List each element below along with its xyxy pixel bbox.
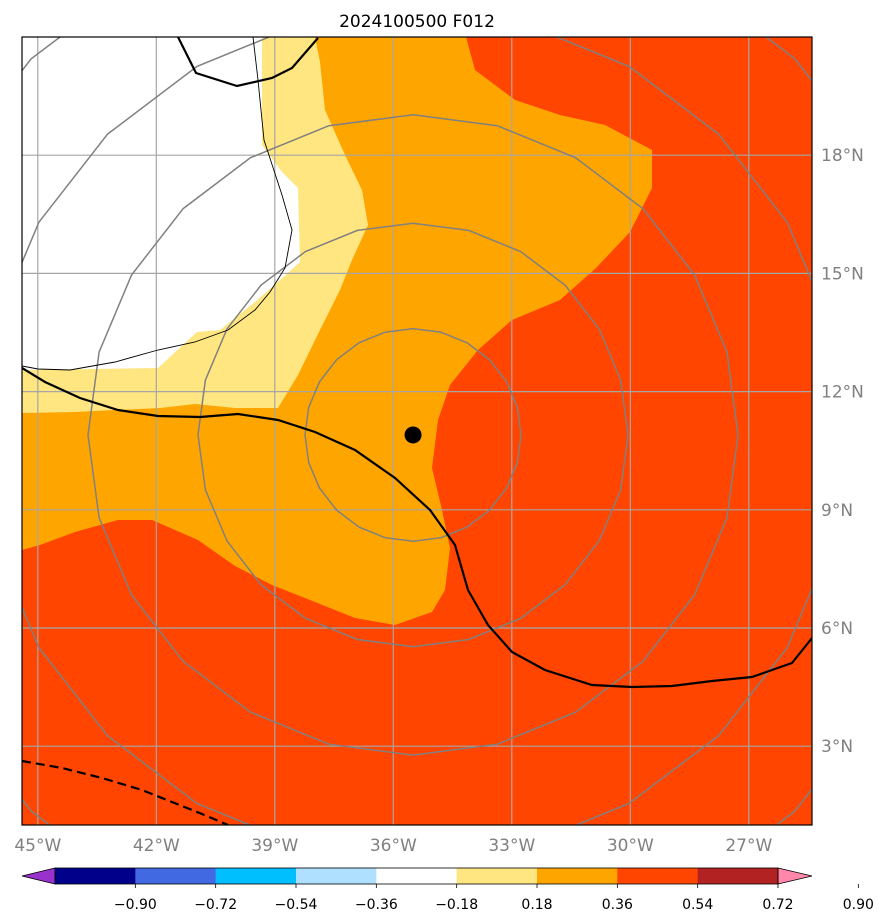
lon-tick-label: 39°W (251, 836, 298, 856)
colorbar-tick-label: 0.18 (521, 897, 552, 913)
colorbar-tick-label: 0.54 (682, 897, 713, 913)
colorbar-tick-label: 0.90 (843, 897, 874, 913)
colorbar-segment (215, 868, 297, 884)
gridlines (22, 37, 812, 825)
colorbar-segment (55, 868, 136, 884)
storm-center-marker (404, 426, 422, 444)
colorbar-tick-label: −0.18 (435, 897, 478, 913)
colorbar-frame (54, 867, 779, 885)
range-ring (22, 37, 812, 825)
colorbar: −0.90 −0.72 −0.54 −0.36 −0.18 0.18 0.36 0.54 0.7… (21, 867, 874, 913)
lat-tick-label: 6°N (821, 619, 853, 639)
contour-line (22, 759, 229, 825)
colorbar-segment (135, 868, 216, 884)
map-frame (21, 36, 813, 826)
lat-tick-label: 18°N (821, 146, 864, 166)
latitude-labels: 18°N 15°N 12°N 9°N 6°N 3°N (821, 146, 864, 757)
colorbar-tick-label: 0.72 (762, 897, 793, 913)
contour-line (177, 37, 319, 88)
lon-tick-label: 27°W (725, 836, 772, 856)
range-ring (197, 222, 629, 648)
colorbar-extend-high (777, 867, 813, 885)
colorbar-segment (537, 868, 618, 884)
lat-tick-label: 12°N (821, 383, 864, 403)
lat-tick-label: 15°N (821, 264, 864, 284)
coastline (22, 37, 293, 371)
colorbar-tick-label: −0.36 (355, 897, 398, 913)
colorbar-tick-label: 0.36 (602, 897, 633, 913)
lon-tick-label: 45°W (14, 836, 61, 856)
lon-tick-label: 42°W (133, 836, 180, 856)
contour-line (22, 367, 812, 689)
colorbar-extend-low (21, 867, 56, 885)
lat-tick-label: 9°N (821, 501, 853, 521)
lon-tick-label: 33°W (488, 836, 535, 856)
chart-title: 2024100500 F012 (339, 12, 495, 32)
range-ring (87, 114, 739, 756)
field-zero-region (22, 37, 300, 370)
colorbar-segment (456, 868, 538, 884)
colorbar-tick-label: −0.90 (114, 897, 157, 913)
colorbar-segment (296, 868, 377, 884)
colorbar-segment (617, 868, 698, 884)
colorbar-segment (376, 868, 457, 884)
lon-tick-label: 30°W (607, 836, 654, 856)
longitude-labels: 45°W 42°W 39°W 36°W 33°W 30°W 27°W (14, 836, 772, 856)
lon-tick-label: 36°W (370, 836, 417, 856)
range-ring (304, 327, 522, 543)
colorbar-tick-label: −0.54 (275, 897, 318, 913)
lat-tick-label: 3°N (821, 737, 853, 757)
colorbar-segment (697, 868, 779, 884)
colorbar-tick-label: −0.72 (194, 897, 237, 913)
